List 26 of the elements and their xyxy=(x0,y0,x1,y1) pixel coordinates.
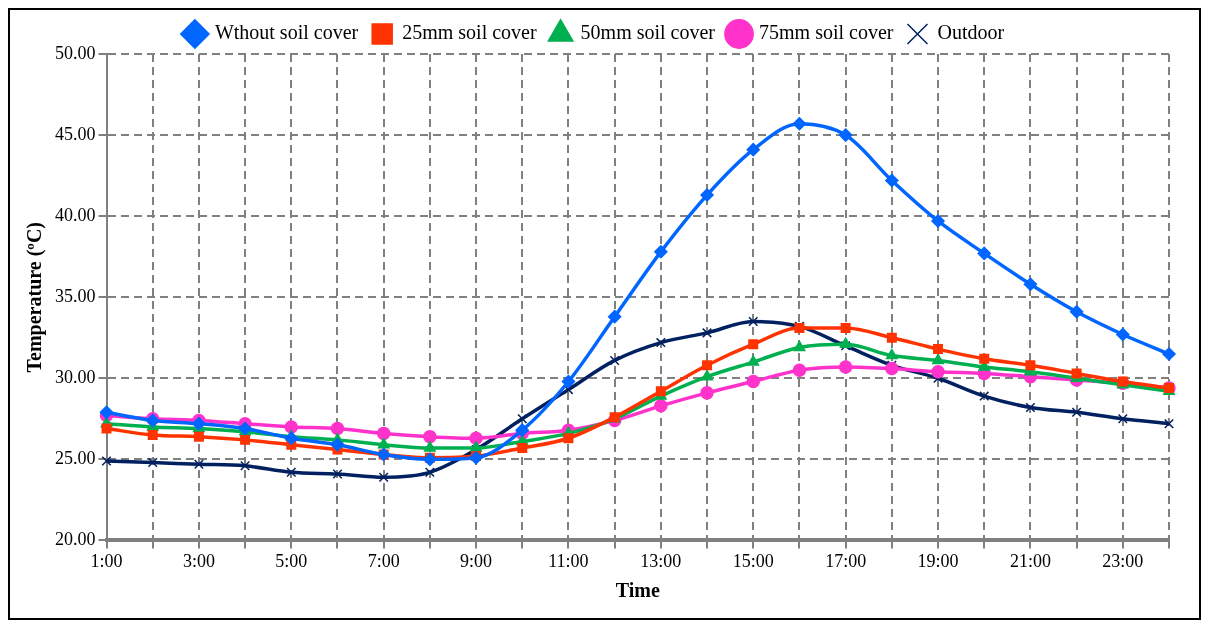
x-axis-title: Time xyxy=(615,579,660,602)
x-tick-label: 23:00 xyxy=(1102,550,1144,571)
y-axis-title: Temperature (ºC) xyxy=(23,221,47,373)
x-tick-label: 21:00 xyxy=(1009,550,1051,571)
legend-label: 25mm soil cover xyxy=(402,21,537,44)
y-tick-label: 45.00 xyxy=(55,123,96,144)
legend-label: 75mm soil cover xyxy=(759,21,894,44)
x-tick-label: 17:00 xyxy=(825,550,867,571)
x-tick-label: 13:00 xyxy=(640,550,682,571)
y-tick-label: 25.00 xyxy=(55,448,96,469)
x-tick-label: 3:00 xyxy=(182,550,215,571)
y-tick-label: 30.00 xyxy=(55,367,96,387)
y-tick-label: 40.00 xyxy=(55,204,96,225)
x-tick-label: 15:00 xyxy=(732,550,774,571)
x-tick-label: 11:00 xyxy=(548,550,589,571)
x-tick-label: 19:00 xyxy=(917,550,959,571)
x-tick-label: 5:00 xyxy=(275,550,308,571)
x-tick-label: 7:00 xyxy=(367,550,400,571)
y-tick-label: 50.00 xyxy=(55,42,96,63)
y-tick-label: 20.00 xyxy=(55,529,96,550)
legend-label: Wthout soil cover xyxy=(214,21,359,44)
y-tick-label: 35.00 xyxy=(55,285,96,306)
legend-label: 50mm soil cover xyxy=(580,21,716,44)
x-tick-label: 1:00 xyxy=(90,550,123,571)
x-tick-label: 9:00 xyxy=(460,550,493,571)
legend-label: Outdoor xyxy=(937,21,1005,44)
